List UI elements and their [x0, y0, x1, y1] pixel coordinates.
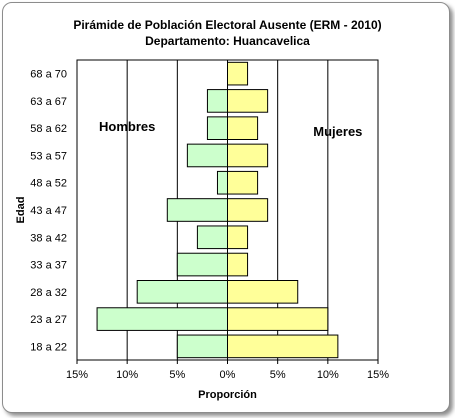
y-tick-label: 53 a 57: [30, 150, 67, 162]
y-tick-label: 23 a 27: [30, 314, 67, 326]
y-tick-label: 18 a 22: [30, 341, 67, 353]
bar-mujeres: [227, 252, 249, 277]
bar-hombres: [176, 252, 228, 277]
y-tick-label: 48 a 52: [30, 178, 67, 190]
bar-mujeres: [227, 61, 249, 86]
bar-mujeres: [227, 143, 269, 168]
bar-hombres: [166, 198, 229, 222]
x-tick-label: 5%: [169, 369, 185, 381]
y-tick-label: 33 a 37: [30, 260, 67, 272]
x-tick-label: 15%: [367, 369, 389, 381]
bar-hombres: [136, 280, 228, 304]
bar-hombres: [176, 334, 228, 359]
y-axis-title: Edad: [15, 197, 27, 224]
y-tick-label: 38 a 42: [30, 232, 67, 244]
bar-mujeres: [227, 89, 269, 113]
bar-mujeres: [227, 225, 249, 250]
series-label-hombres: Hombres: [99, 119, 155, 134]
x-tick-label: 10%: [317, 369, 339, 381]
y-tick-label: 68 a 70: [30, 69, 67, 81]
bar-mujeres: [227, 170, 259, 195]
bar-mujeres: [227, 280, 299, 304]
y-tick-label: 28 a 32: [30, 287, 67, 299]
y-tick-label: 63 a 67: [30, 96, 67, 108]
bar-mujeres: [227, 307, 329, 331]
series-label-mujeres: Mujeres: [313, 124, 362, 139]
bar-hombres: [96, 307, 228, 331]
bar-mujeres: [227, 198, 269, 222]
bar-hombres: [216, 170, 228, 195]
chart-subtitle: Departamento: Huancavelica: [145, 34, 310, 48]
chart-title: Pirámide de Población Electoral Ausente …: [73, 18, 382, 32]
bar-mujeres: [227, 334, 339, 359]
x-axis-title: Proporción: [198, 389, 257, 401]
x-tick-label: 15%: [66, 369, 88, 381]
y-tick-label: 58 a 62: [30, 123, 67, 135]
x-tick-label: 0%: [220, 369, 236, 381]
bar-hombres: [206, 116, 228, 141]
bar-hombres: [196, 225, 228, 250]
bar-hombres: [186, 143, 229, 168]
bar-mujeres: [227, 116, 259, 141]
x-tick-label: 5%: [270, 369, 286, 381]
bar-hombres: [206, 89, 228, 113]
y-tick-label: 43 a 47: [30, 205, 67, 217]
x-tick-label: 10%: [116, 369, 138, 381]
